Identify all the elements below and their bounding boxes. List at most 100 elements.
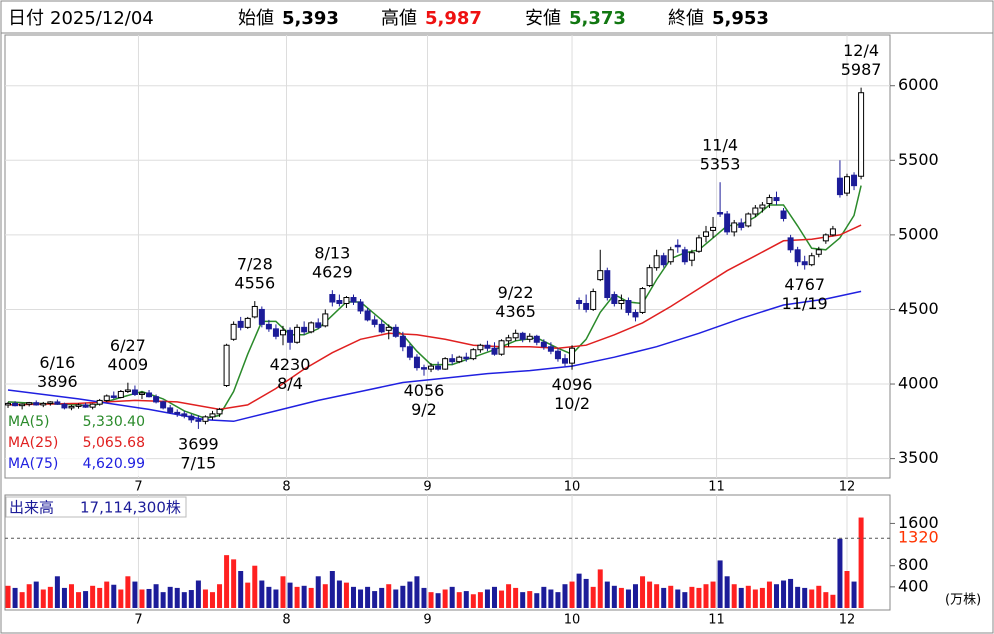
candle-body xyxy=(660,255,667,266)
volume-bar xyxy=(661,587,667,608)
annotation-date: 6/27 xyxy=(110,336,146,355)
candle-body xyxy=(33,402,40,406)
candle-body xyxy=(399,335,406,348)
candle-body xyxy=(829,228,836,236)
candle-body xyxy=(188,415,195,421)
annotation-date: 9/2 xyxy=(411,400,437,419)
candle-body xyxy=(604,270,611,299)
volume-bar xyxy=(590,586,596,608)
volume-bar xyxy=(111,584,117,608)
volume-bar xyxy=(816,585,822,608)
annotation-date: 6/16 xyxy=(39,353,75,372)
candle-body xyxy=(815,249,822,255)
candle-body xyxy=(667,249,674,263)
ma-line xyxy=(7,290,862,423)
volume-bar xyxy=(456,592,462,608)
volume-bar xyxy=(329,571,335,608)
volume-bar xyxy=(104,581,110,608)
candle-body xyxy=(639,288,646,313)
volume-bar xyxy=(788,578,794,608)
candle-body xyxy=(392,326,399,337)
candle-body xyxy=(40,402,47,406)
annotation-value: 4096 xyxy=(552,375,593,394)
candle-body xyxy=(364,310,371,321)
volume-bar xyxy=(809,589,815,608)
x-tick-label: 12 xyxy=(839,613,856,628)
volume-bar xyxy=(83,591,89,608)
low-label: 安値 xyxy=(525,8,561,29)
volume-bar xyxy=(350,586,356,608)
candle-body xyxy=(836,177,843,196)
annotation-date: 11/19 xyxy=(782,294,828,313)
candle-body xyxy=(12,402,19,407)
candle-body xyxy=(505,337,512,342)
volume-bar xyxy=(97,587,103,608)
annotation-value: 5353 xyxy=(700,155,741,174)
volume-bar xyxy=(202,589,208,608)
candle-body xyxy=(484,344,491,349)
volume-bar xyxy=(308,587,314,608)
volume-bar xyxy=(625,589,631,608)
volume-bar xyxy=(632,584,638,608)
volume-bar xyxy=(576,573,582,608)
candle-body xyxy=(787,237,794,251)
candle-body xyxy=(597,270,604,281)
date: 2025/12/04 xyxy=(50,8,154,29)
annotation-value: 3896 xyxy=(37,372,78,391)
volume-bar xyxy=(294,586,300,608)
candle-body xyxy=(710,226,717,231)
volume-bar xyxy=(393,589,399,608)
volume-bar xyxy=(724,576,730,608)
volume-bar xyxy=(710,581,716,608)
volume-bar xyxy=(259,580,265,608)
volume-bar xyxy=(273,589,279,608)
volume-bar xyxy=(604,581,610,608)
candle-body xyxy=(618,300,625,304)
candle-body xyxy=(237,320,244,328)
volume-bar xyxy=(858,517,864,608)
candle-body xyxy=(442,358,449,370)
candle-body xyxy=(181,413,188,417)
candle-body xyxy=(569,347,576,364)
ma-legend-name: MA(75) xyxy=(8,456,58,472)
volume-bar xyxy=(640,576,646,608)
candle-body xyxy=(110,395,117,398)
candle-body xyxy=(773,197,780,202)
candle-body xyxy=(512,332,519,339)
volume-bar xyxy=(118,589,124,608)
candle-body xyxy=(731,222,738,233)
candle-body xyxy=(759,204,766,209)
volume-bar xyxy=(520,592,526,608)
header: 日付 2025/12/04 始値 5,393 高値 5,987 安値 5,373… xyxy=(8,8,769,29)
candle-body xyxy=(357,301,364,312)
annotation-value: 4629 xyxy=(312,263,353,282)
volume-bar xyxy=(534,593,540,608)
volume-bar xyxy=(759,587,765,608)
candle-body xyxy=(547,346,554,352)
candle-body xyxy=(19,403,26,407)
volume-bar xyxy=(795,586,801,608)
annotation-date: 7/28 xyxy=(237,255,273,274)
volume-bar xyxy=(541,586,547,608)
candle-body xyxy=(780,210,787,219)
candle-body xyxy=(858,92,865,177)
volume-bar xyxy=(484,589,490,608)
volume-bar xyxy=(19,592,25,608)
candle-body xyxy=(576,300,583,304)
candle-body xyxy=(153,396,160,403)
volume-bar xyxy=(266,586,272,608)
candle-body xyxy=(702,231,709,237)
candle-body xyxy=(146,392,153,398)
volume-bar xyxy=(167,586,173,608)
annotation-value: 3699 xyxy=(178,434,219,453)
candle-body xyxy=(96,399,103,405)
volume-bar xyxy=(675,589,681,608)
candle-body xyxy=(688,252,695,261)
candle-body xyxy=(117,390,124,398)
volume-bar xyxy=(703,584,709,608)
candle-body xyxy=(653,255,660,269)
volume-bar xyxy=(40,589,46,608)
volume-bar xyxy=(463,591,469,608)
volume-bar xyxy=(174,587,180,608)
candle-body xyxy=(851,174,858,187)
